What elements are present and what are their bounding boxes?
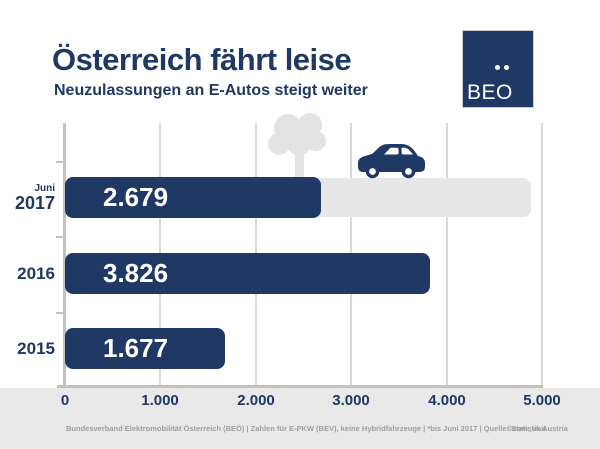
y-axis-tick — [56, 161, 64, 163]
x-tick-4000: 4.000 — [428, 392, 466, 409]
bar-2016: 3.826 — [65, 253, 430, 294]
category-label-juni-2017: Juni 2017 — [0, 177, 55, 218]
category-label-2015: 2015 — [0, 328, 55, 369]
logo-text: BEO — [467, 81, 513, 104]
category-year: 2017 — [14, 192, 55, 213]
category-label-2016: 2016 — [0, 253, 55, 294]
gridline-4000 — [446, 123, 448, 388]
bar-value-label: 3.826 — [103, 258, 169, 288]
beo-logo: BEO — [462, 30, 534, 108]
page-subtitle: Neuzulassungen an E-Autos steigt weiter — [54, 82, 368, 99]
bar-juni-2017: 2.679 — [65, 177, 321, 218]
category-prefix: Juni — [34, 182, 55, 194]
category-year: 2016 — [17, 264, 55, 283]
tree-icon — [268, 113, 326, 178]
footer-source-text: Bundesverband Elektromobilität Österreic… — [66, 424, 568, 433]
logo-dots-icon — [495, 65, 509, 70]
axis-band — [0, 388, 600, 449]
gridline-5000 — [541, 123, 543, 388]
x-tick-5000: 5.000 — [523, 392, 561, 409]
bar-value-label: 2.679 — [103, 182, 169, 212]
footer-credit-text: ©com_unit — [507, 424, 546, 433]
car-icon — [358, 144, 425, 179]
x-tick-3000: 3.000 — [332, 392, 370, 409]
x-tick-2000: 2.000 — [237, 392, 275, 409]
y-axis-tick — [56, 236, 64, 238]
x-tick-0: 0 — [60, 392, 70, 409]
y-axis-tick — [56, 312, 64, 314]
bar-value-label: 1.677 — [103, 333, 169, 363]
category-year: 2015 — [17, 339, 55, 358]
y-axis-line — [63, 123, 66, 388]
bar-2015: 1.677 — [65, 328, 225, 369]
x-axis-line — [57, 385, 543, 388]
x-tick-1000: 1.000 — [141, 392, 179, 409]
page-title: Österreich fährt leise — [52, 42, 352, 77]
